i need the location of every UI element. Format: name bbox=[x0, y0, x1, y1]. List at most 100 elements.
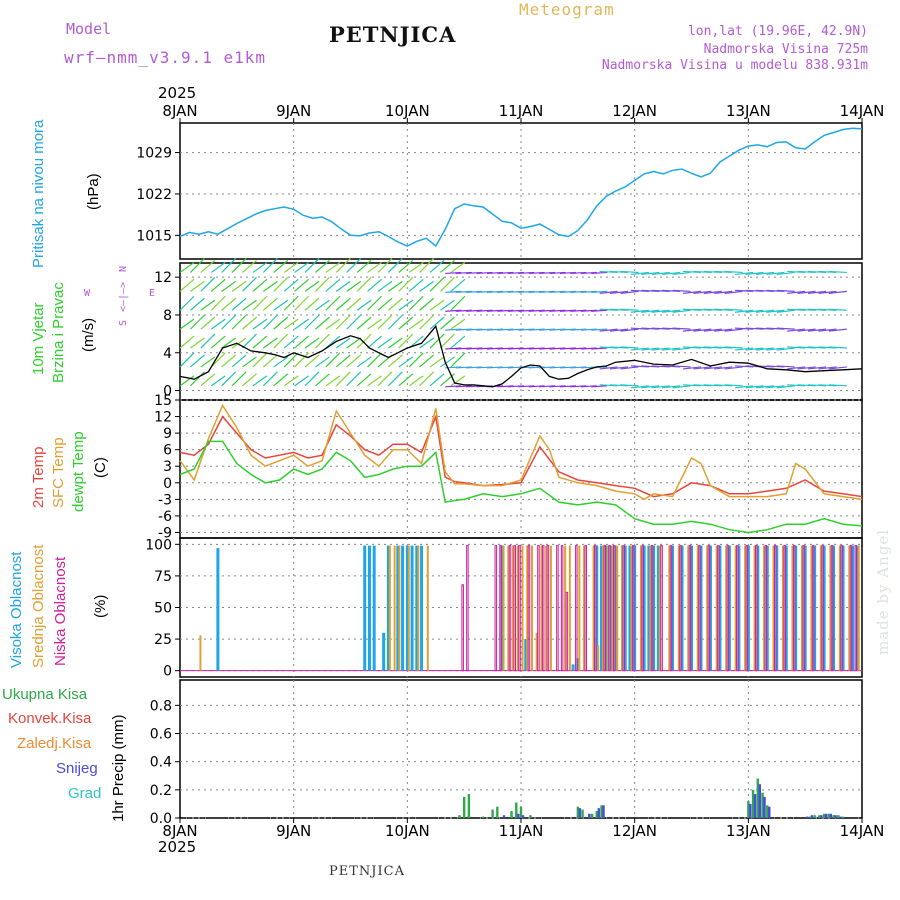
cloud-bar-0 bbox=[652, 545, 656, 671]
precip-bar-0 bbox=[813, 815, 816, 818]
wind-arrow bbox=[221, 258, 237, 273]
cloud-bar-2 bbox=[821, 545, 824, 672]
date-label-top: 13JAN bbox=[726, 102, 771, 120]
wind-arrow bbox=[273, 333, 289, 349]
wind-arrow bbox=[419, 314, 435, 330]
wind-arrow bbox=[672, 365, 691, 368]
wind-arrow bbox=[466, 271, 483, 275]
wind-arrow bbox=[735, 385, 754, 389]
cloud-bar-1 bbox=[772, 545, 775, 671]
meteogram-title: Meteogram bbox=[519, 0, 615, 19]
wind-arrow bbox=[252, 335, 268, 349]
wind-arrow bbox=[304, 354, 320, 368]
wind-arrow bbox=[735, 347, 754, 351]
y-tick-label-pressure: 1015 bbox=[136, 228, 172, 244]
wind-arrow bbox=[497, 290, 514, 293]
wind-arrow bbox=[200, 356, 216, 368]
wind-arrow bbox=[476, 309, 493, 312]
precip-bar-0 bbox=[462, 796, 466, 818]
wind-arrow bbox=[356, 316, 372, 330]
legend-conv-precip: Konvek.Kisa bbox=[8, 710, 92, 727]
wind-arrow bbox=[387, 297, 403, 311]
wind-arrow bbox=[242, 259, 257, 273]
cloud-bar-1 bbox=[568, 545, 571, 671]
precip-bar-0 bbox=[595, 810, 598, 818]
cloud-bar-1 bbox=[417, 545, 420, 671]
cloud-bar-2 bbox=[622, 545, 625, 672]
wind-arrow bbox=[570, 366, 587, 369]
cloud-bar-1 bbox=[199, 635, 202, 671]
wind-arrow bbox=[262, 297, 278, 311]
cloud-bar-2 bbox=[811, 545, 815, 672]
precip-bar-0 bbox=[832, 815, 835, 818]
wind-arrow bbox=[755, 271, 774, 276]
wind-arrow bbox=[450, 375, 466, 387]
wind-arrow bbox=[549, 271, 566, 275]
wind-arrow bbox=[455, 271, 472, 275]
cloud-bar-0 bbox=[647, 545, 651, 671]
wind-arrow bbox=[408, 352, 424, 368]
legend-grad: Grad bbox=[68, 785, 102, 802]
cloud-bar-1 bbox=[630, 545, 633, 671]
date-label-top: 14JAN bbox=[840, 102, 885, 120]
cloud-bar-2 bbox=[546, 545, 550, 672]
cloud-bar-2 bbox=[556, 545, 559, 672]
precip-bar-0 bbox=[491, 809, 494, 818]
wind-arrow bbox=[190, 280, 205, 292]
wind-arrow bbox=[445, 347, 462, 350]
wind-arrow bbox=[672, 327, 691, 330]
wind-arrow bbox=[408, 318, 424, 330]
precip-bar-0 bbox=[827, 813, 831, 818]
wind-arrow bbox=[776, 385, 795, 389]
wind-arrow bbox=[408, 295, 424, 311]
wind-arrow bbox=[377, 258, 393, 273]
wind-arrow bbox=[262, 258, 278, 273]
wind-arrow bbox=[304, 337, 320, 349]
cloud-bar-1 bbox=[545, 545, 548, 671]
wind-arrow bbox=[476, 347, 493, 350]
wind-arrow bbox=[818, 290, 837, 294]
cloud-bar-1 bbox=[393, 545, 396, 671]
wind-arrow bbox=[630, 271, 649, 276]
wind-arrow bbox=[346, 297, 362, 311]
wind-arrow bbox=[539, 385, 556, 388]
y-tick-label-wind: 0 bbox=[163, 384, 172, 400]
cloud-bar-0 bbox=[500, 545, 504, 671]
precip-bar-1 bbox=[763, 796, 766, 818]
cloud-bar-1 bbox=[516, 545, 519, 671]
wind-arrow bbox=[315, 316, 330, 330]
precip-bar-0 bbox=[581, 809, 584, 818]
y-tick-label-temperature: -3 bbox=[158, 492, 172, 508]
cloud-bar-1 bbox=[526, 545, 529, 671]
cloud-bar-1 bbox=[388, 545, 391, 671]
wind-arrow bbox=[429, 299, 445, 311]
date-label-top: 11JAN bbox=[499, 102, 544, 120]
wind-arrow bbox=[335, 280, 351, 292]
wind-arrow bbox=[367, 318, 382, 330]
wind-arrow bbox=[356, 356, 372, 368]
date-label-bottom: 13JAN bbox=[726, 822, 771, 840]
wind-arrow bbox=[539, 271, 556, 275]
cloud-bar-2 bbox=[736, 545, 739, 672]
cloud-bar-1 bbox=[398, 545, 401, 671]
cloud-bar-1 bbox=[734, 545, 737, 671]
wind-arrow bbox=[828, 270, 847, 274]
wind-arrow bbox=[210, 261, 226, 273]
wind-arrow bbox=[189, 314, 205, 330]
wind-arrow bbox=[549, 309, 566, 312]
wind-arrow bbox=[466, 347, 483, 350]
wind-arrow bbox=[476, 366, 493, 369]
date-label-bottom: 12JAN bbox=[612, 822, 657, 840]
wind-arrow bbox=[518, 347, 535, 350]
date-label-top: 12JAN bbox=[612, 102, 657, 120]
date-label-top: 9JAN bbox=[276, 102, 311, 120]
wind-arrow bbox=[429, 316, 445, 330]
y-tick-label-wind: 4 bbox=[163, 346, 172, 362]
wind-arrow bbox=[367, 261, 382, 273]
wind-arrow bbox=[200, 373, 216, 387]
wind-arrow bbox=[210, 352, 226, 368]
cloud-bar-1 bbox=[800, 545, 803, 671]
wind-arrow bbox=[429, 276, 445, 292]
wind-arrow bbox=[294, 278, 310, 292]
